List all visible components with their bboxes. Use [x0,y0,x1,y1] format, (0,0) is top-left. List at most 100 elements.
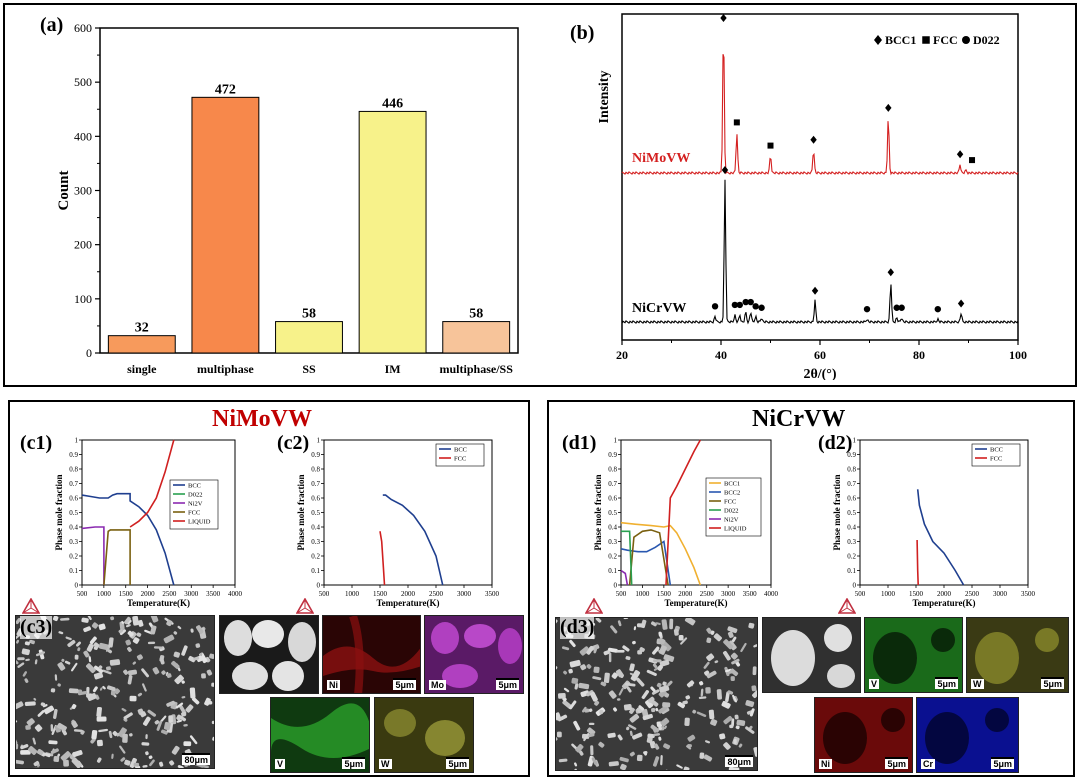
microstructure-grain [664,725,667,730]
microstructure-grain [98,642,110,651]
microstructure-grain [748,622,755,629]
plot-frame [99,27,519,354]
panel-label-d3: (d3) [560,616,595,639]
microstructure-grain [573,720,581,731]
microstructure-grain [652,770,662,771]
microstructure-grain [703,661,710,669]
x-tick-label: 500 [855,590,866,598]
microstructure-grain [50,688,56,693]
microstructure-grain [89,636,97,645]
scale-bar: 80μm [182,753,210,765]
element-label: W [379,759,392,769]
microstructure-grain [660,755,663,766]
microstructure-grain [653,743,660,750]
microstructure-grain [177,625,182,630]
microstructure-grain [124,616,131,625]
microstructure-grain [127,669,138,676]
microstructure-grain [152,667,160,675]
microstructure-grain [71,662,78,672]
microstructure-grain [142,683,147,692]
peak-marker-diamond [957,299,965,308]
microstructure-grain [25,658,30,662]
microstructure-grain [678,634,684,641]
microstructure-grain [98,728,109,733]
microstructure-grain [96,706,102,718]
microstructure-grain [211,720,214,725]
microstructure-grain [137,619,144,627]
panel-label-c3: (c3) [20,616,53,639]
y-tick-label: 0 [75,582,79,590]
microstructure-grain [636,677,645,687]
microstructure-grain [121,708,127,712]
y-tick-label: 0.9 [608,451,617,459]
microstructure-grain [745,726,755,734]
microstructure-grain [626,726,630,731]
microstructure-grain [133,762,140,767]
y-tick-label: 0.8 [608,466,617,474]
microstructure-grain [132,616,139,626]
y-tick-label: 0.2 [608,553,617,561]
peak-marker-circle [893,304,900,311]
microstructure-grain [692,709,697,714]
element-label: Mo [429,680,446,690]
microstructure-grain [629,730,633,737]
microstructure-grain [163,634,175,644]
y-tick-label: 1 [853,437,857,445]
microstructure-grain [35,651,46,657]
microstructure-grain [16,719,18,723]
microstructure-grain [637,650,643,655]
x-tick-label: 4000 [228,590,243,598]
x-tick-label: single [127,362,157,376]
microstructure-grain [173,631,178,635]
microstructure-grain [81,617,89,623]
microstructure-grain [118,727,127,738]
y-tick-label: 0.5 [608,509,617,517]
microstructure-grain [714,660,719,664]
microstructure-grain [206,669,213,676]
microstructure-grain [120,757,126,762]
microstructure-grain [24,701,36,707]
y-tick-label: 0.7 [847,480,856,488]
y-tick-label: 0.6 [608,495,617,503]
microstructure-grain [629,713,640,723]
microstructure-grain [686,680,695,688]
microstructure-grain [603,650,611,656]
x-tick-label: 20 [616,348,628,362]
microstructure-grain [141,742,150,746]
microstructure-grain [96,757,102,763]
microstructure-grain [659,769,670,770]
microstructure-grain [569,700,577,710]
microstructure-grain [557,714,568,722]
microstructure-grain [745,700,755,708]
microstructure-grain [127,646,132,652]
eds-map-d3-ni: Ni 5μm [814,697,913,773]
microstructure-grain [56,722,67,732]
peak-marker-circle [736,301,744,309]
microstructure-grain [725,668,732,673]
microstructure-grain [76,641,81,647]
microstructure-grain [176,719,182,723]
microstructure-grain [141,668,149,678]
x-tick-label: 2000 [937,590,952,598]
microstructure-grain [44,753,51,758]
microstructure-grain [558,693,566,699]
legend-label: FCC [454,456,466,463]
microstructure-grain [652,646,660,655]
legend-label: FCC [933,33,958,47]
microstructure-grain [177,764,184,768]
microstructure-grain [618,687,624,696]
microstructure-grain [626,686,632,693]
y-tick-label: 0.9 [69,451,78,459]
microstructure-grain [52,616,59,622]
peak-marker-diamond [887,268,894,277]
microstructure-grain [563,687,570,693]
microstructure-grain [16,743,19,750]
microstructure-grain [142,716,151,726]
microstructure-grain [111,753,114,760]
microstructure-grain [630,670,641,682]
microstructure-grain [173,651,180,658]
scale-bar: 5μm [885,757,908,769]
x-axis-label: Temperature(K) [377,598,440,608]
phase-line-liquid [665,439,702,586]
